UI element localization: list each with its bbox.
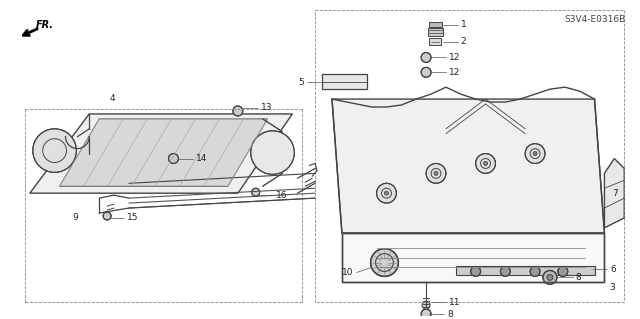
- Text: 4: 4: [109, 93, 115, 103]
- Polygon shape: [322, 74, 367, 89]
- Polygon shape: [429, 22, 442, 27]
- Circle shape: [476, 153, 495, 173]
- Circle shape: [533, 152, 537, 156]
- Text: 14: 14: [196, 154, 207, 163]
- Polygon shape: [456, 265, 595, 275]
- Polygon shape: [60, 119, 268, 186]
- Circle shape: [470, 266, 481, 276]
- Polygon shape: [429, 38, 441, 45]
- Circle shape: [103, 212, 111, 220]
- Text: 15: 15: [127, 213, 138, 222]
- Text: 1: 1: [461, 20, 467, 29]
- Circle shape: [371, 249, 398, 276]
- Circle shape: [168, 153, 179, 163]
- Text: 6: 6: [611, 265, 616, 274]
- Text: 12: 12: [449, 53, 460, 62]
- Text: 16: 16: [275, 191, 287, 200]
- Circle shape: [426, 163, 446, 183]
- Circle shape: [421, 309, 431, 319]
- Text: 3: 3: [609, 283, 615, 292]
- Text: S3V4-E0316B: S3V4-E0316B: [565, 15, 626, 24]
- Text: FR.: FR.: [36, 20, 54, 30]
- Text: 8: 8: [447, 309, 452, 319]
- Text: 10: 10: [342, 268, 354, 277]
- Circle shape: [385, 191, 388, 195]
- Circle shape: [422, 301, 430, 309]
- Circle shape: [500, 266, 510, 276]
- Circle shape: [484, 161, 488, 166]
- Polygon shape: [428, 28, 443, 36]
- Circle shape: [547, 274, 553, 280]
- Text: 11: 11: [449, 298, 460, 307]
- Circle shape: [33, 129, 76, 172]
- Circle shape: [376, 183, 396, 203]
- Text: 12: 12: [449, 68, 460, 77]
- Text: 7: 7: [612, 189, 618, 198]
- Text: 8: 8: [576, 273, 582, 282]
- Circle shape: [252, 188, 260, 196]
- Circle shape: [233, 106, 243, 116]
- Circle shape: [421, 53, 431, 63]
- Circle shape: [421, 67, 431, 77]
- Text: 2: 2: [461, 37, 467, 46]
- Circle shape: [558, 266, 568, 276]
- Circle shape: [251, 131, 294, 174]
- Circle shape: [543, 271, 557, 284]
- Text: 13: 13: [260, 103, 272, 113]
- Text: 9: 9: [72, 213, 78, 222]
- Circle shape: [525, 144, 545, 163]
- Polygon shape: [342, 233, 604, 282]
- Circle shape: [434, 171, 438, 175]
- Polygon shape: [30, 114, 292, 193]
- Circle shape: [530, 266, 540, 276]
- Polygon shape: [332, 99, 604, 233]
- Polygon shape: [604, 159, 624, 228]
- Text: 5: 5: [298, 78, 304, 87]
